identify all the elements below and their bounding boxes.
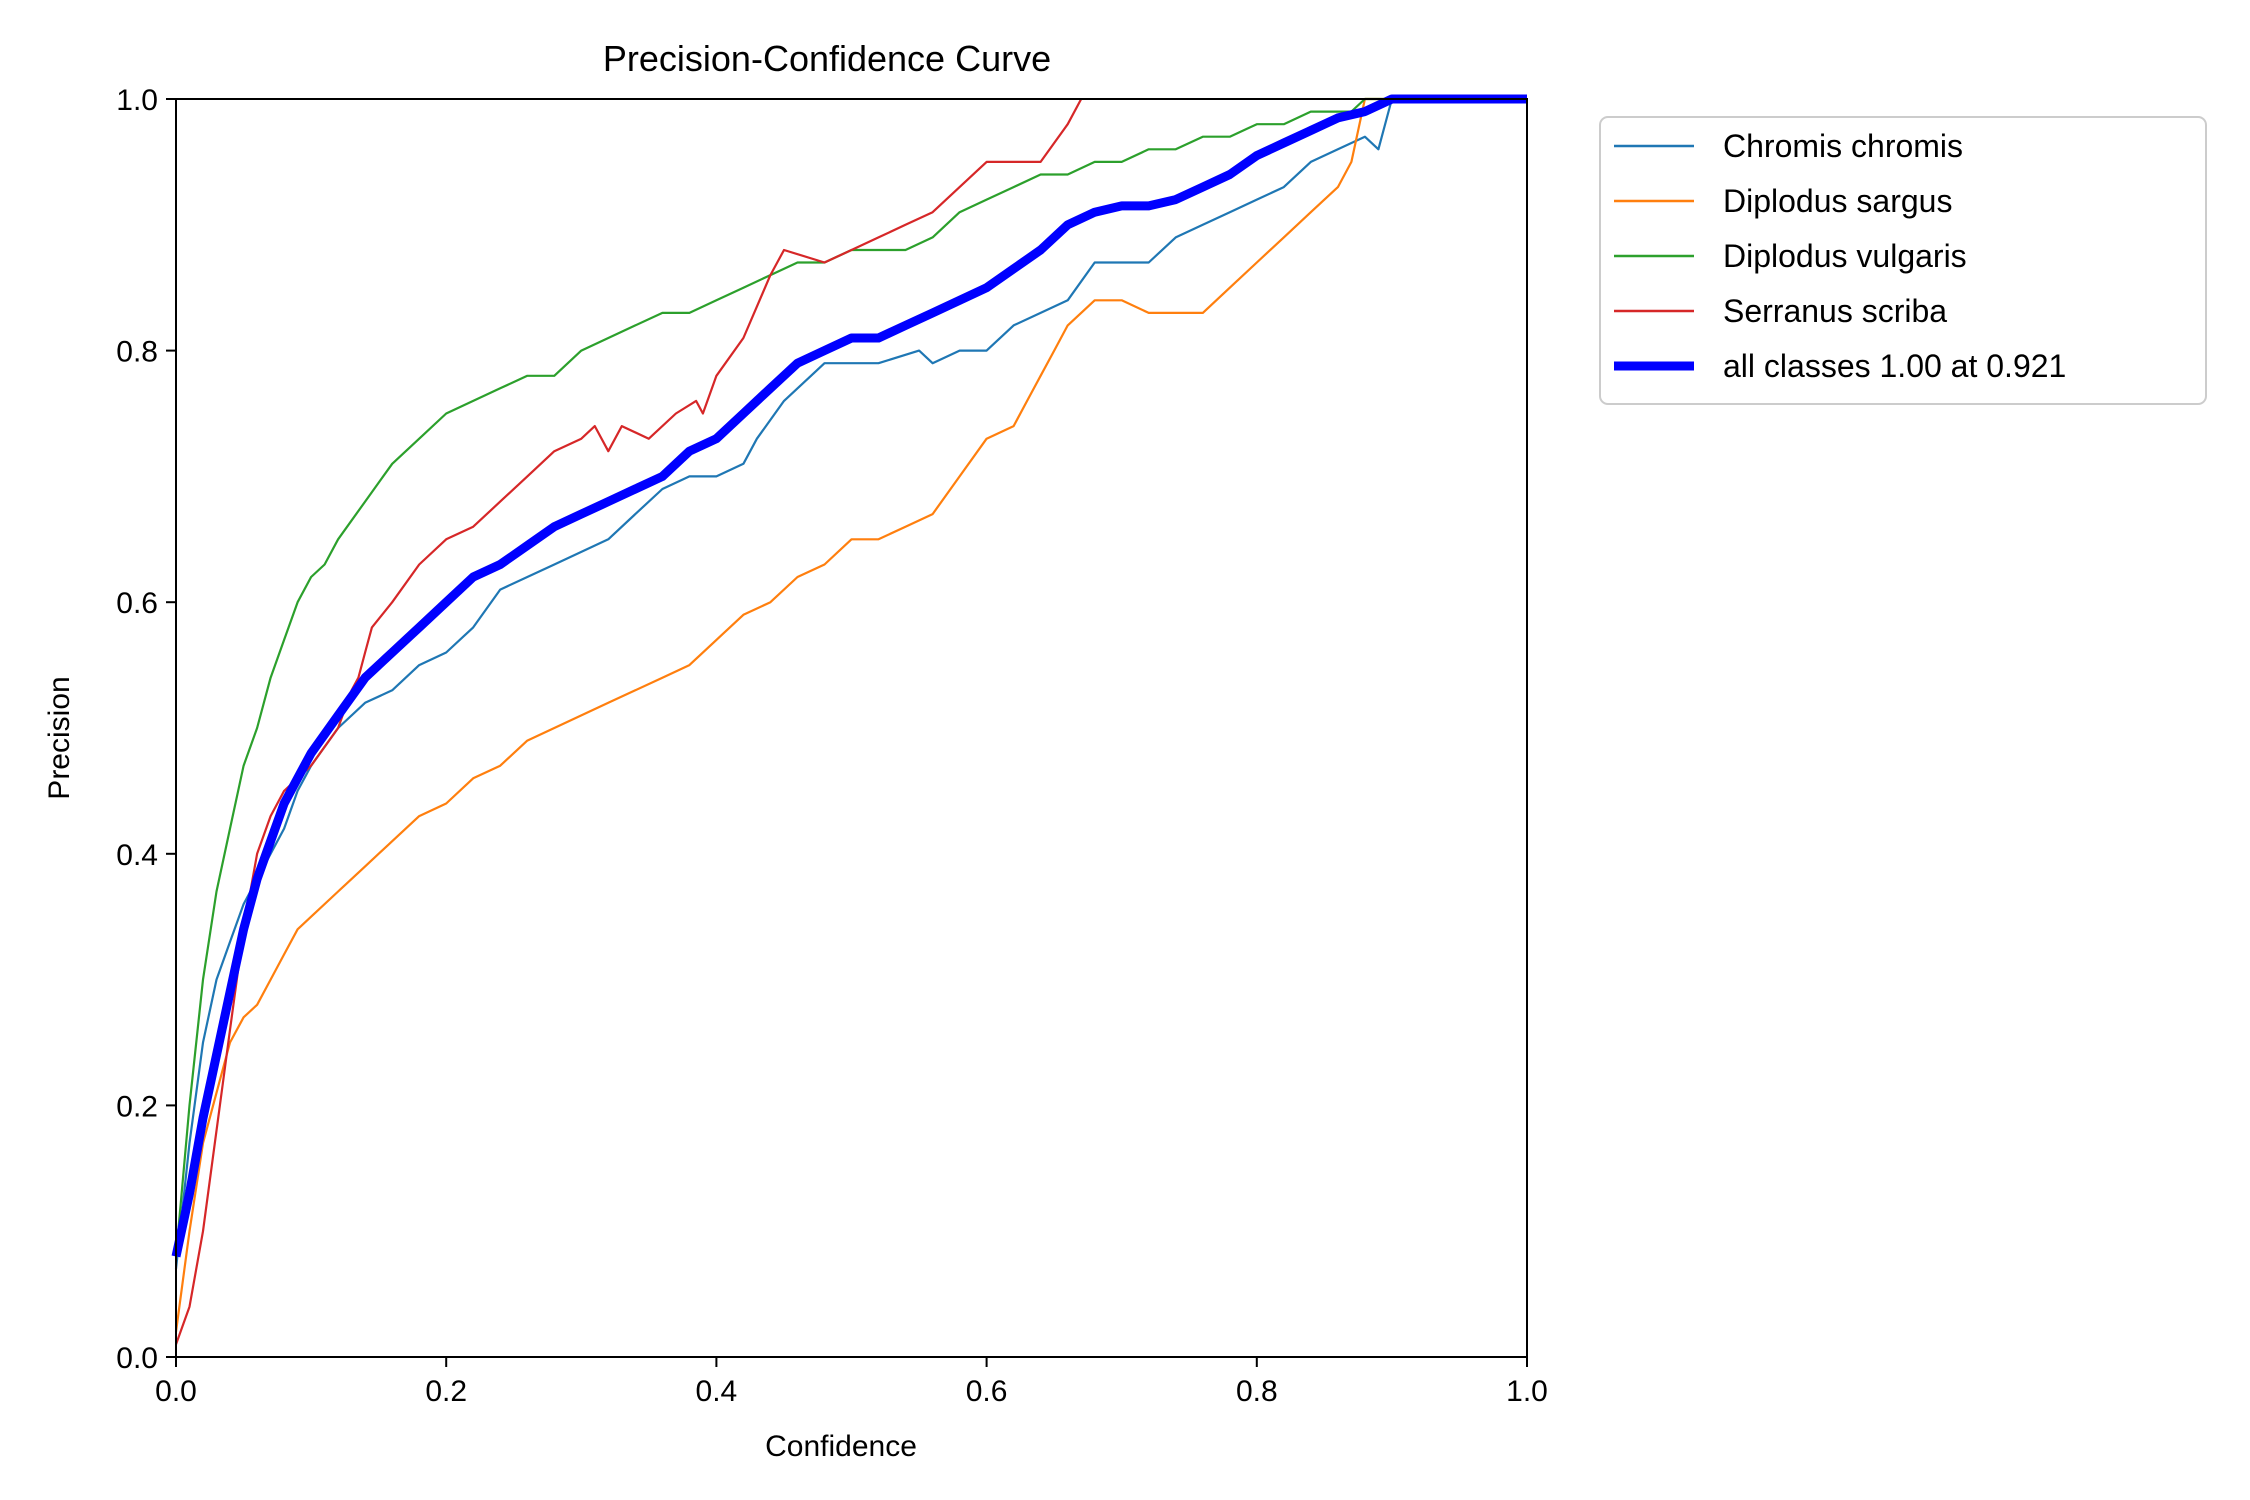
- x-tick-label: 0.4: [696, 1375, 738, 1408]
- x-tick-label: 0.0: [155, 1375, 197, 1408]
- y-tick-label: 0.6: [116, 587, 158, 620]
- y-tick-label: 0.2: [116, 1090, 158, 1123]
- series-line-4: [174, 98, 1083, 1345]
- legend-label-1: Chromis chromis: [1723, 128, 1963, 164]
- x-axis-ticks: 0.0 0.2 0.4 0.6 0.8 1.0: [155, 1357, 1548, 1408]
- y-tick-label: 0.4: [116, 839, 158, 872]
- x-tick-label: 0.2: [425, 1375, 467, 1408]
- y-tick-label: 0.8: [116, 336, 158, 369]
- legend-label-2: Diplodus sargus: [1723, 183, 1952, 219]
- plot-series: [171, 94, 1527, 1345]
- plot-frame: [175, 98, 1528, 1358]
- legend-label-5: all classes 1.00 at 0.921: [1723, 348, 2066, 384]
- series-line-3: [174, 97, 1527, 1257]
- x-tick-label: 0.6: [966, 1375, 1008, 1408]
- y-tick-label: 1.0: [116, 84, 158, 117]
- series-line-5: [171, 94, 1527, 1258]
- y-axis-label: Precision: [43, 676, 76, 799]
- y-axis-ticks: 0.0 0.2 0.4 0.6 0.8 1.0: [116, 84, 176, 1375]
- x-axis-label: Confidence: [765, 1430, 917, 1463]
- series-line-2: [174, 97, 1527, 1332]
- legend-label-4: Serranus scriba: [1723, 293, 1947, 329]
- legend-label-3: Diplodus vulgaris: [1723, 238, 1967, 274]
- chart-title: Precision-Confidence Curve: [603, 38, 1051, 79]
- legend-frame: [1599, 116, 2207, 405]
- y-tick-label: 0.0: [116, 1342, 158, 1375]
- series-line-1: [174, 97, 1527, 1270]
- legend: Chromis chromis Diplodus sargus Diplodus v…: [1599, 116, 2207, 405]
- x-tick-label: 1.0: [1506, 1375, 1548, 1408]
- x-tick-label: 0.8: [1236, 1375, 1278, 1408]
